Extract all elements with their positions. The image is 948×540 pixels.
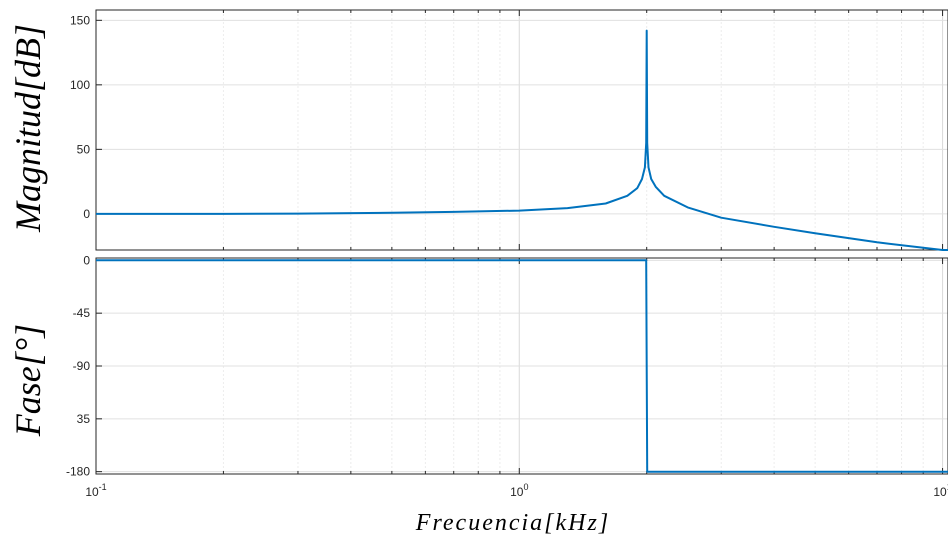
y-tick-label: 50	[77, 142, 91, 156]
magnitude-axis-label: Magnitud[dB]	[8, 24, 48, 233]
phase-ytick-labels: 0 -45 -90 35 -180	[66, 253, 90, 478]
y-tick-label: 150	[70, 13, 90, 27]
plot-frame	[95, 9, 948, 251]
frequency-axis-label: Frecuencia[kHz]	[415, 510, 610, 536]
frequency-xtick-labels: 10-1 100 101	[85, 482, 948, 499]
magnitude-series	[96, 29, 948, 251]
series-line	[96, 259, 948, 473]
y-tick-label: -180	[66, 465, 90, 479]
magnitude-grid	[95, 10, 948, 250]
phase-series	[96, 259, 948, 473]
phase-axis-label: Fase[°]	[8, 324, 48, 437]
series-line	[96, 29, 948, 251]
y-tick-label: 100	[70, 78, 90, 92]
phase-grid	[95, 258, 948, 474]
magnitude-ytick-labels: 0 50 100 150	[70, 13, 90, 221]
y-tick-label: -90	[73, 359, 91, 373]
y-tick-label: -45	[73, 306, 91, 320]
y-tick-label: 0	[83, 253, 90, 267]
y-tick-label: 0	[83, 207, 90, 221]
y-tick-label: 35	[77, 412, 91, 426]
x-tick-label: 101	[933, 482, 948, 499]
x-tick-label: 10-1	[85, 482, 106, 499]
x-tick-label: 100	[510, 482, 528, 499]
